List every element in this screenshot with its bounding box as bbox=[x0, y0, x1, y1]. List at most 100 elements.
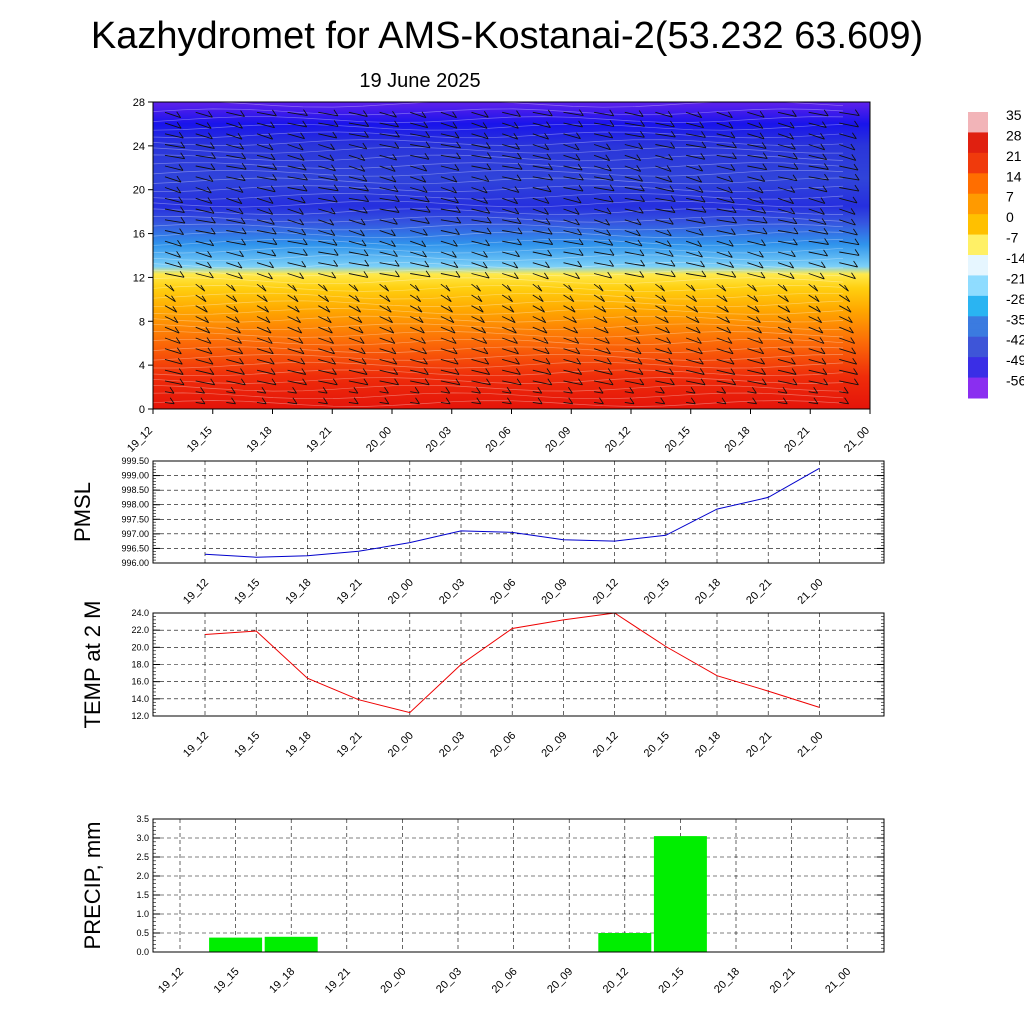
wind-barb bbox=[716, 196, 735, 204]
wind-barb bbox=[777, 186, 796, 193]
wind-barb bbox=[685, 368, 705, 375]
y-tick-label: 997.50 bbox=[121, 514, 149, 524]
wind-barb bbox=[563, 260, 583, 268]
wind-barb bbox=[379, 326, 395, 334]
wind-barb bbox=[716, 357, 735, 365]
wind-barb bbox=[471, 239, 490, 247]
wind-barb bbox=[624, 165, 642, 172]
wind-barb bbox=[747, 337, 764, 344]
wind-barb bbox=[440, 261, 459, 269]
colorbar-swatch bbox=[968, 112, 988, 116]
colorbar-label: 7 bbox=[1006, 189, 1014, 205]
wind-barb bbox=[287, 260, 307, 268]
colorbar-swatch bbox=[968, 132, 988, 137]
wind-barb bbox=[839, 260, 858, 268]
wind-barb bbox=[808, 143, 826, 151]
wind-barb bbox=[256, 357, 275, 365]
wind-barb bbox=[348, 357, 367, 365]
y-tick-label: 0 bbox=[139, 404, 145, 416]
wind-barb bbox=[747, 368, 766, 375]
wind-barb bbox=[195, 326, 211, 334]
colorbar-swatch bbox=[968, 272, 988, 276]
wind-barb bbox=[471, 216, 492, 224]
y-tick-label: 0.5 bbox=[136, 928, 149, 938]
wind-barb bbox=[594, 184, 615, 192]
wind-barb bbox=[502, 132, 519, 140]
wind-barb bbox=[808, 397, 819, 405]
wind-barb bbox=[471, 294, 483, 303]
wind-barb bbox=[471, 347, 489, 355]
colorbar-swatch bbox=[968, 309, 988, 314]
wind-barb bbox=[593, 229, 612, 237]
wind-barb bbox=[532, 378, 553, 386]
wind-barb bbox=[471, 305, 484, 313]
y-tick-label: 24.0 bbox=[131, 608, 149, 618]
wind-barb bbox=[287, 283, 298, 292]
wind-barb bbox=[563, 357, 582, 365]
wind-barb bbox=[624, 218, 642, 226]
wind-barb bbox=[685, 186, 704, 193]
wind-barb bbox=[869, 252, 870, 253]
wind-barb bbox=[440, 228, 460, 236]
wind-barb bbox=[226, 386, 236, 394]
colorbar-label: 21 bbox=[1006, 148, 1022, 164]
wind-barb bbox=[808, 197, 826, 204]
x-tick-label: 19_18 bbox=[245, 425, 275, 455]
wind-barb bbox=[502, 110, 521, 118]
colorbar-swatch bbox=[968, 380, 988, 385]
wind-barb bbox=[379, 250, 398, 257]
wind-barb bbox=[839, 378, 859, 386]
wind-barb bbox=[563, 143, 580, 151]
wind-barb bbox=[869, 348, 870, 350]
wind-barb bbox=[655, 316, 669, 324]
colorbar-swatch bbox=[968, 306, 988, 310]
wind-barb bbox=[747, 357, 766, 365]
wind-barb bbox=[624, 195, 645, 203]
wind-barb bbox=[410, 186, 428, 193]
wind-barb bbox=[655, 185, 675, 193]
wind-barb bbox=[164, 216, 186, 224]
y-tick-label: 24 bbox=[133, 141, 145, 153]
wind-barb bbox=[869, 391, 870, 393]
wind-barb bbox=[471, 227, 492, 235]
wind-barb bbox=[440, 357, 459, 365]
colorbar-label: -14 bbox=[1006, 250, 1024, 266]
wind-barb bbox=[164, 397, 175, 405]
wind-barb bbox=[164, 196, 184, 204]
x-tick-label: 20_09 bbox=[543, 425, 573, 455]
wind-barb bbox=[869, 284, 870, 285]
colorbar-swatch bbox=[968, 255, 988, 259]
wind-barb bbox=[164, 305, 178, 313]
wind-barb bbox=[839, 249, 860, 256]
wind-barb bbox=[839, 386, 849, 394]
x-tick-label: 20_06 bbox=[488, 730, 518, 760]
x-tick-label: 20_21 bbox=[744, 577, 774, 607]
wind-barb bbox=[226, 217, 246, 225]
wind-barb bbox=[226, 152, 247, 160]
wind-barb bbox=[502, 386, 512, 394]
wind-barb bbox=[440, 271, 461, 278]
wind-barb bbox=[287, 357, 306, 365]
y-tick-label: 8 bbox=[139, 316, 145, 328]
wind-barb bbox=[869, 219, 870, 221]
wind-barb bbox=[256, 397, 267, 405]
colorbar-swatch bbox=[968, 214, 988, 219]
y-tick-label: 996.50 bbox=[121, 543, 149, 553]
wind-barb bbox=[593, 294, 605, 303]
wind-barb bbox=[716, 216, 737, 224]
wind-barb bbox=[226, 250, 244, 258]
colorbar-label: -7 bbox=[1006, 230, 1019, 246]
wind-barb bbox=[839, 272, 856, 280]
wind-barb bbox=[777, 174, 798, 182]
colorbar-label: 35 bbox=[1006, 107, 1022, 123]
panel-ylabel: PMSL bbox=[70, 482, 95, 542]
wind-barb bbox=[164, 378, 185, 386]
wind-barb bbox=[869, 112, 870, 113]
wind-barb bbox=[655, 153, 674, 161]
wind-barb bbox=[716, 175, 734, 183]
colorbar: 35 28 21 14 7 0 -7 -14 -21 -28 -35 -42 -49 -56 bbox=[968, 107, 1024, 399]
y-tick-label: 4 bbox=[139, 360, 145, 372]
wind-barb bbox=[839, 228, 858, 236]
wind-barb bbox=[532, 173, 553, 181]
